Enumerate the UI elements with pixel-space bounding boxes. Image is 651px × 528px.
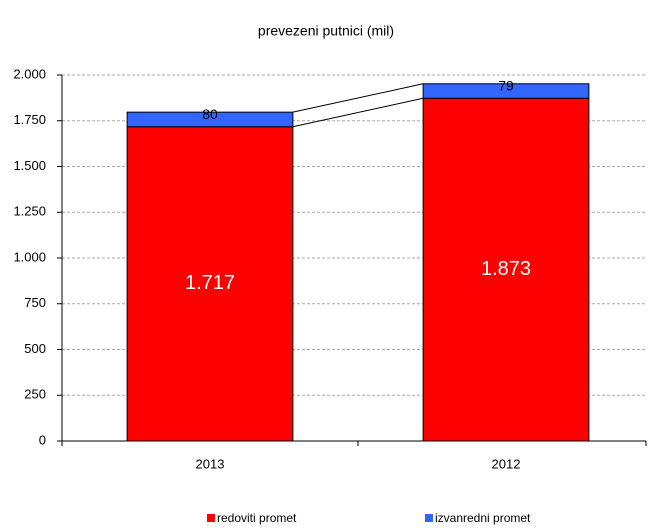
y-tick-label: 2.000 <box>13 66 46 81</box>
bar-segment <box>126 111 294 128</box>
y-tick-label: 500 <box>24 341 46 356</box>
x-tick-label: 2012 <box>492 456 521 471</box>
y-tick-label: 750 <box>24 295 46 310</box>
connector-line <box>292 97 424 128</box>
y-tick-label: 1.500 <box>13 158 46 173</box>
bar-segment <box>422 97 590 442</box>
legend-swatch <box>207 514 215 522</box>
bar-segment <box>126 126 294 442</box>
bar-segment <box>422 83 590 99</box>
data-label: 80 <box>202 106 218 122</box>
chart-title: prevezeni putnici (mil) <box>258 23 394 39</box>
y-tick-label: 0 <box>39 432 46 447</box>
y-tick-label: 1.750 <box>13 112 46 127</box>
data-label: 1.873 <box>481 258 531 280</box>
legend-label: redoviti promet <box>217 511 297 525</box>
legend-swatch <box>425 514 433 522</box>
y-tick-label: 1.000 <box>13 249 46 264</box>
data-label: 1.717 <box>185 272 235 294</box>
data-label: 79 <box>498 77 514 93</box>
connector-line <box>292 83 424 113</box>
x-tick-label: 2013 <box>196 456 225 471</box>
y-tick-label: 250 <box>24 387 46 402</box>
y-tick-label: 1.250 <box>13 204 46 219</box>
legend-label: izvanredni promet <box>435 511 531 525</box>
